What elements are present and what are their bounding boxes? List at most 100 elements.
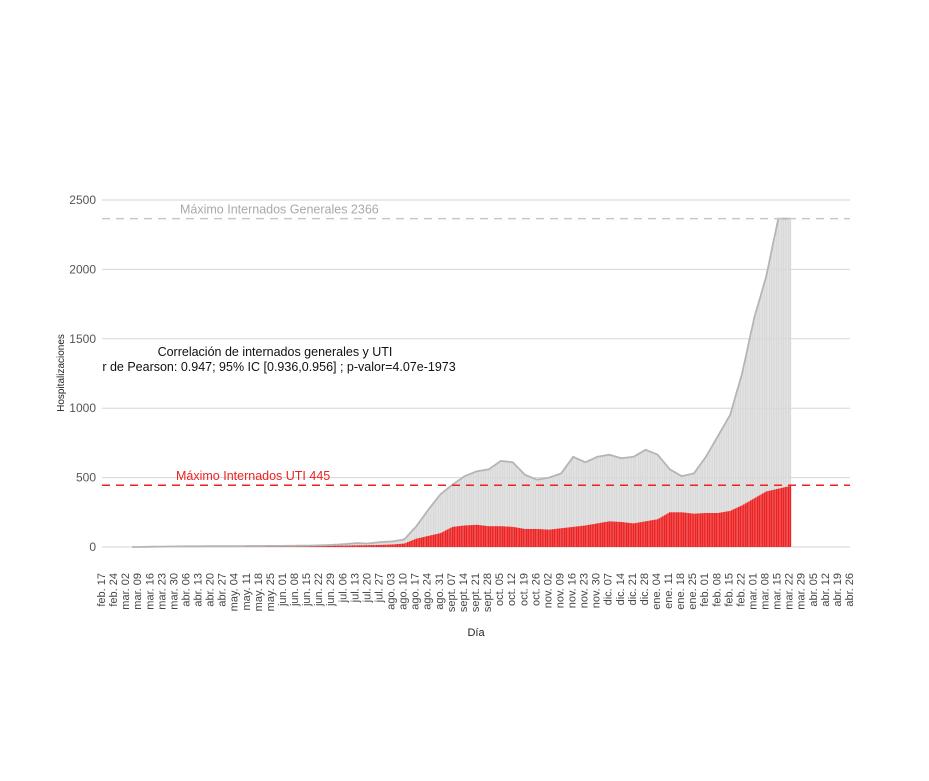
bar-uti	[720, 512, 723, 547]
bar-generales	[555, 475, 557, 547]
bar-uti	[572, 526, 574, 547]
bar-uti	[541, 529, 543, 547]
bar-generales	[394, 540, 397, 547]
bar-uti	[706, 512, 709, 547]
bar-generales	[412, 529, 414, 547]
bar-uti	[617, 521, 619, 547]
x-tick-label: oct. 19	[518, 573, 530, 606]
bar-uti	[646, 521, 649, 547]
bar-uti	[488, 526, 490, 547]
bar-uti	[524, 528, 526, 547]
bar-uti	[789, 485, 792, 547]
bar-generales	[431, 505, 433, 547]
bar-uti	[393, 544, 395, 547]
bar-generales	[362, 543, 364, 547]
bar-uti	[389, 544, 392, 547]
bar-generales	[479, 470, 481, 547]
bar-generales	[403, 539, 406, 547]
bar-generales	[424, 514, 426, 547]
bar-uti	[569, 527, 571, 547]
x-tick-label: dic. 07	[603, 573, 615, 605]
bar-uti	[500, 526, 502, 547]
bar-generales	[753, 317, 755, 547]
bar-generales	[601, 455, 604, 547]
bar-generales	[782, 218, 785, 548]
bar-uti	[579, 526, 581, 547]
x-tick-label: sept. 21	[470, 573, 482, 612]
bar-uti	[475, 524, 478, 547]
bar-uti	[455, 526, 457, 547]
bar-generales	[344, 544, 347, 547]
bar-generales	[427, 509, 430, 547]
bar-uti	[636, 522, 638, 547]
bar-generales	[529, 476, 531, 547]
bar-generales	[515, 465, 518, 547]
bar-uti	[353, 545, 356, 547]
bar-generales	[660, 458, 662, 547]
x-tick-label: abr. 13	[193, 573, 205, 607]
bar-generales	[641, 451, 643, 547]
bar-generales	[548, 477, 550, 547]
bar-generales	[653, 453, 655, 547]
x-tick-label: abr. 27	[217, 573, 229, 607]
bar-generales	[762, 288, 764, 547]
bar-uti	[593, 523, 595, 547]
bar-generales	[603, 455, 605, 547]
bar-uti	[687, 513, 690, 547]
bar-uti	[648, 520, 650, 547]
bar-uti	[722, 512, 724, 547]
bar-uti	[787, 486, 790, 547]
bar-uti	[550, 529, 552, 547]
bar-uti	[481, 525, 483, 547]
bar-uti	[396, 544, 399, 547]
bar-uti	[653, 519, 655, 547]
x-tick-label: mar. 29	[796, 573, 808, 610]
bar-generales	[448, 487, 450, 547]
bar-uti	[782, 487, 785, 547]
bar-generales	[531, 477, 533, 547]
bar-uti	[405, 542, 407, 547]
bar-generales	[672, 471, 674, 547]
bar-generales	[438, 496, 440, 547]
bar-uti	[596, 523, 599, 547]
bar-uti	[493, 526, 495, 547]
bar-uti	[631, 523, 633, 547]
bar-uti	[698, 513, 700, 547]
bar-uti	[570, 527, 573, 547]
bar-generales	[608, 454, 611, 547]
bar-generales	[556, 474, 559, 547]
bar-generales	[465, 475, 468, 547]
bar-generales	[731, 409, 733, 547]
bar-generales	[460, 478, 462, 547]
bar-uti	[565, 527, 568, 547]
bar-generales	[682, 475, 685, 547]
bar-generales	[467, 474, 469, 547]
bar-uti	[553, 529, 556, 547]
bar-generales	[456, 480, 459, 547]
bar-uti	[620, 522, 623, 547]
y-tick-label: 0	[89, 540, 96, 554]
bar-generales	[389, 541, 392, 547]
bar-generales	[727, 418, 730, 547]
bar-generales	[379, 542, 381, 547]
bar-uti	[453, 526, 456, 547]
bar-uti	[467, 525, 469, 547]
bar-uti	[317, 545, 319, 547]
x-tick-label: feb. 22	[735, 573, 747, 607]
bar-generales	[527, 476, 530, 547]
bar-generales	[736, 391, 738, 547]
bar-uti	[587, 524, 590, 547]
bar-uti	[517, 527, 519, 547]
bar-uti	[529, 528, 531, 547]
bar-uti	[775, 489, 778, 547]
x-tick-label: abr. 19	[832, 573, 844, 607]
bar-uti	[372, 545, 375, 547]
bar-uti	[510, 526, 512, 547]
bar-uti	[539, 529, 542, 547]
bar-uti	[406, 542, 409, 547]
bar-generales	[691, 473, 693, 547]
bar-generales	[481, 470, 483, 547]
x-tick-label: may. 11	[241, 573, 253, 611]
bar-generales	[644, 449, 647, 547]
bar-generales	[363, 543, 366, 547]
